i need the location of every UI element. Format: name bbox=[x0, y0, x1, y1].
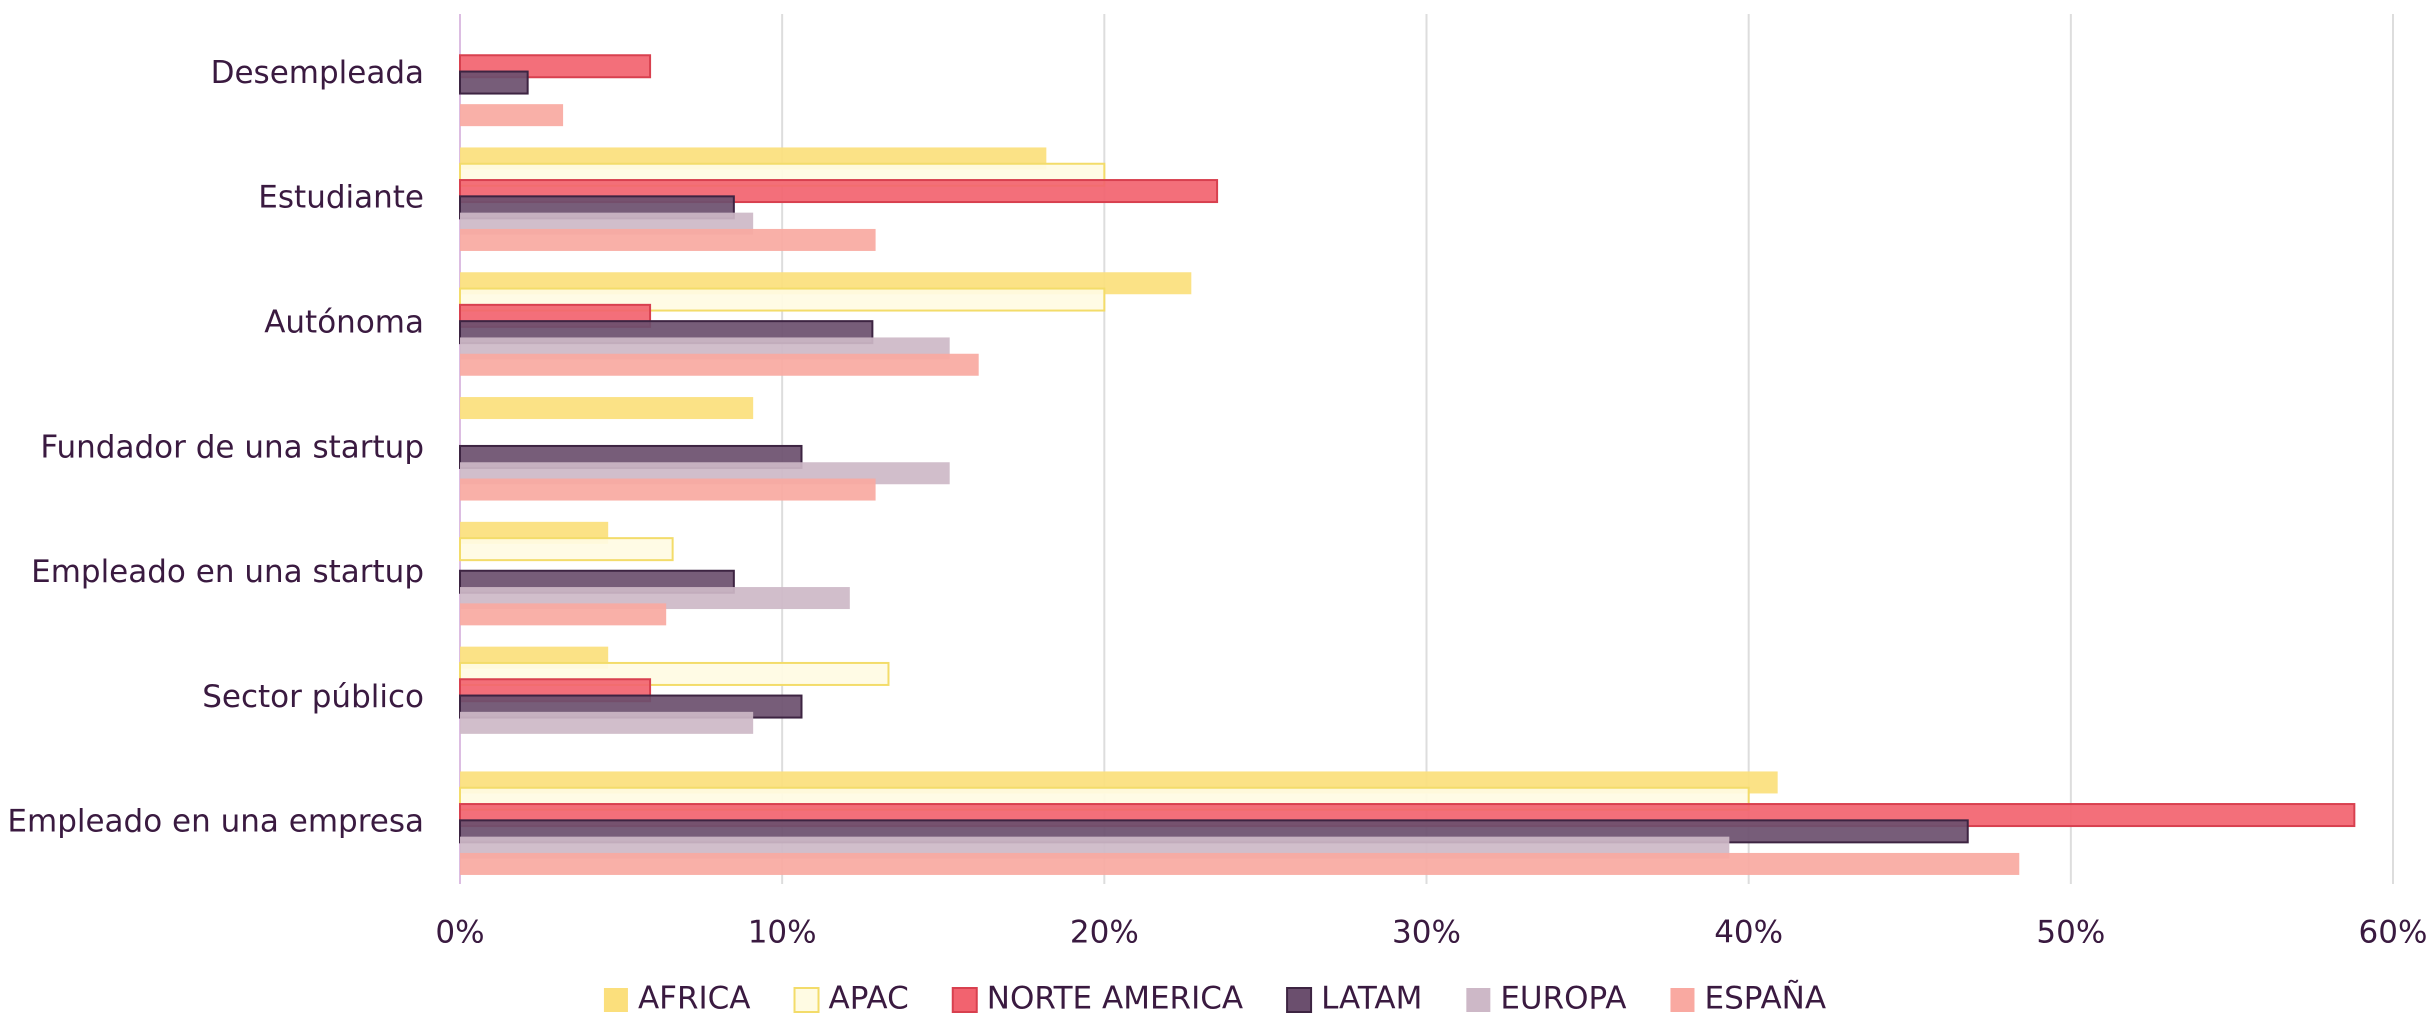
legend-swatch bbox=[793, 987, 820, 1013]
y-tick-label: Empleado en una empresa bbox=[7, 804, 424, 840]
y-tick-label: Autónoma bbox=[264, 305, 424, 341]
x-tick-label: 0% bbox=[435, 915, 484, 951]
legend-label: NORTE AMERICA bbox=[987, 981, 1243, 1017]
bar bbox=[460, 104, 564, 127]
bar bbox=[460, 603, 667, 626]
y-tick-label: Estudiante bbox=[258, 180, 424, 216]
legend-label: ESPAÑA bbox=[1704, 981, 1826, 1017]
legend-swatch bbox=[951, 987, 978, 1013]
y-tick-label: Desempleada bbox=[211, 55, 424, 91]
x-tick-label: 60% bbox=[2359, 915, 2428, 951]
bar bbox=[460, 711, 754, 734]
y-tick-label: Empleado en una startup bbox=[31, 554, 424, 590]
x-tick-label: 10% bbox=[748, 915, 817, 951]
legend-label: AFRICA bbox=[638, 981, 751, 1017]
legend-swatch bbox=[1670, 988, 1695, 1012]
y-tick-label: Fundador de una startup bbox=[40, 429, 424, 465]
bar bbox=[459, 537, 674, 562]
legend-label: APAC bbox=[829, 981, 909, 1017]
x-tick-label: 50% bbox=[2036, 915, 2105, 951]
bar bbox=[460, 852, 2020, 875]
legend-label: LATAM bbox=[1321, 981, 1422, 1017]
x-tick-label: 20% bbox=[1070, 915, 1139, 951]
x-tick-label: 40% bbox=[1714, 915, 1783, 951]
x-tick-label: 30% bbox=[1392, 915, 1461, 951]
bar bbox=[460, 478, 876, 501]
bar bbox=[460, 397, 754, 420]
y-tick-label: Sector público bbox=[202, 679, 424, 715]
legend-label: EUROPA bbox=[1500, 981, 1626, 1017]
bar bbox=[459, 70, 529, 95]
legend-swatch bbox=[1466, 988, 1491, 1012]
legend-swatch bbox=[603, 988, 628, 1012]
legend-swatch bbox=[1286, 987, 1313, 1013]
bar bbox=[460, 228, 876, 251]
bar bbox=[460, 353, 979, 376]
